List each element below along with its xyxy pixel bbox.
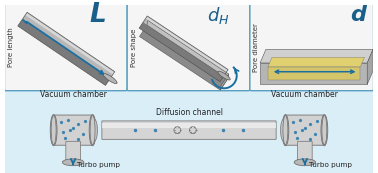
- FancyBboxPatch shape: [66, 141, 81, 164]
- FancyBboxPatch shape: [102, 121, 276, 139]
- FancyBboxPatch shape: [127, 4, 250, 91]
- Polygon shape: [147, 20, 229, 79]
- Text: L: L: [89, 2, 106, 28]
- Polygon shape: [25, 13, 114, 74]
- Ellipse shape: [103, 74, 117, 84]
- FancyBboxPatch shape: [5, 88, 373, 173]
- Ellipse shape: [321, 115, 328, 146]
- Polygon shape: [22, 12, 115, 79]
- Text: Pore shape: Pore shape: [132, 28, 138, 67]
- Text: Vacuum chamber: Vacuum chamber: [40, 90, 107, 99]
- Text: Turbo pump: Turbo pump: [309, 162, 352, 168]
- Text: d: d: [350, 5, 366, 25]
- FancyBboxPatch shape: [5, 4, 373, 173]
- Ellipse shape: [90, 116, 95, 145]
- Text: Vacuum chamber: Vacuum chamber: [271, 90, 338, 99]
- Polygon shape: [146, 17, 228, 72]
- Ellipse shape: [282, 115, 289, 146]
- FancyBboxPatch shape: [102, 123, 276, 128]
- Text: Diffusion channel: Diffusion channel: [155, 108, 223, 117]
- Ellipse shape: [91, 119, 98, 141]
- Ellipse shape: [62, 159, 84, 166]
- Polygon shape: [268, 67, 360, 80]
- Polygon shape: [268, 57, 364, 67]
- Polygon shape: [260, 63, 367, 84]
- Text: Pore length: Pore length: [8, 28, 14, 67]
- Text: $d_H$: $d_H$: [207, 5, 229, 26]
- Polygon shape: [139, 25, 228, 90]
- Ellipse shape: [50, 115, 57, 146]
- Ellipse shape: [89, 115, 96, 146]
- FancyBboxPatch shape: [285, 115, 325, 145]
- Ellipse shape: [322, 116, 327, 145]
- Polygon shape: [260, 49, 373, 63]
- Polygon shape: [367, 49, 373, 84]
- Text: Turbo pump: Turbo pump: [77, 162, 120, 168]
- FancyBboxPatch shape: [53, 115, 93, 145]
- FancyBboxPatch shape: [250, 4, 373, 91]
- Ellipse shape: [218, 71, 230, 80]
- FancyBboxPatch shape: [297, 141, 312, 164]
- Text: Pore diameter: Pore diameter: [253, 23, 259, 72]
- Polygon shape: [18, 19, 110, 85]
- Ellipse shape: [280, 119, 287, 141]
- Ellipse shape: [294, 159, 316, 166]
- FancyBboxPatch shape: [5, 4, 127, 91]
- Ellipse shape: [283, 116, 288, 145]
- Polygon shape: [220, 74, 229, 90]
- Polygon shape: [139, 22, 224, 82]
- Ellipse shape: [51, 116, 56, 145]
- Polygon shape: [143, 16, 228, 76]
